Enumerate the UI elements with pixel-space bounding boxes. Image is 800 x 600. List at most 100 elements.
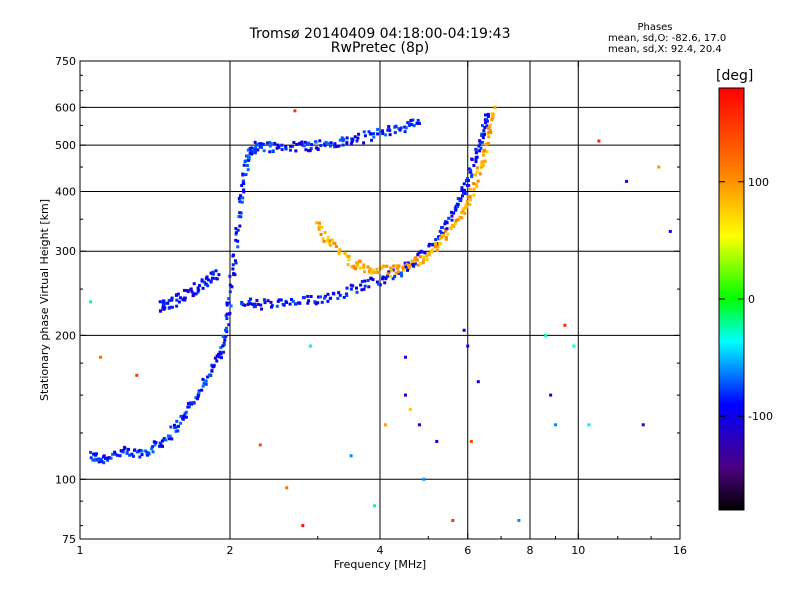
- data-point: [345, 286, 349, 290]
- data-point: [175, 419, 179, 423]
- data-point: [416, 253, 420, 257]
- data-point: [140, 453, 144, 457]
- data-point: [319, 295, 322, 299]
- data-point: [281, 302, 285, 306]
- data-point: [375, 280, 379, 284]
- data-point: [280, 148, 284, 152]
- data-point: [196, 394, 200, 398]
- data-point: [247, 158, 251, 162]
- data-point: [404, 126, 408, 130]
- data-point: [345, 294, 349, 298]
- data-point: [102, 454, 106, 458]
- data-point: [427, 244, 431, 248]
- data-point: [242, 190, 246, 194]
- data-point: [188, 401, 192, 405]
- data-point: [293, 109, 297, 113]
- data-point: [245, 163, 249, 167]
- data-point: [360, 288, 364, 292]
- data-point: [345, 136, 349, 140]
- data-point: [266, 141, 270, 145]
- data-point: [268, 150, 272, 154]
- data-point: [468, 168, 472, 172]
- data-point: [280, 143, 284, 147]
- data-point: [462, 328, 466, 332]
- data-point: [102, 461, 106, 465]
- data-point: [391, 277, 395, 281]
- data-point: [276, 143, 280, 147]
- data-point: [308, 344, 312, 348]
- data-point: [260, 307, 264, 311]
- data-point: [239, 194, 243, 198]
- data-point: [275, 146, 279, 150]
- data-point: [466, 195, 470, 199]
- data-point: [225, 326, 228, 330]
- data-point: [192, 400, 196, 404]
- data-point: [422, 477, 426, 481]
- data-point: [449, 225, 453, 229]
- data-point: [417, 250, 421, 254]
- data-point: [99, 355, 103, 359]
- data-point: [201, 377, 205, 381]
- data-point: [240, 200, 244, 204]
- data-point: [338, 293, 342, 297]
- data-point: [255, 298, 259, 302]
- data-point: [473, 173, 477, 177]
- data-point: [93, 453, 97, 457]
- data-point: [369, 138, 373, 142]
- data-point: [467, 178, 470, 182]
- data-point: [349, 141, 353, 145]
- data-point: [490, 115, 494, 119]
- data-point: [394, 125, 398, 129]
- colorbar-tick-label: 100: [748, 176, 769, 189]
- data-point: [441, 233, 445, 237]
- data-point: [485, 142, 489, 146]
- data-point: [236, 239, 240, 243]
- data-point: [475, 170, 479, 174]
- data-point: [454, 208, 458, 212]
- data-point: [178, 296, 182, 300]
- data-point: [587, 423, 591, 427]
- data-point: [295, 302, 299, 306]
- data-point: [172, 423, 176, 427]
- data-point: [162, 438, 166, 442]
- data-point: [189, 287, 193, 291]
- data-point: [301, 143, 305, 147]
- data-point: [323, 294, 327, 298]
- data-point: [211, 270, 215, 274]
- data-point: [310, 143, 314, 147]
- data-point: [128, 453, 132, 457]
- data-point: [253, 302, 257, 306]
- data-point: [367, 130, 371, 134]
- data-point: [475, 185, 479, 189]
- data-point: [106, 458, 110, 462]
- data-point: [372, 271, 376, 275]
- chart-title: Tromsø 20140409 04:18:00-04:19:43: [249, 26, 511, 42]
- data-point: [392, 264, 396, 268]
- data-point: [485, 124, 489, 128]
- data-point: [354, 267, 358, 271]
- data-point: [326, 141, 330, 145]
- data-point: [127, 447, 131, 451]
- data-point: [463, 211, 467, 215]
- data-point: [443, 229, 447, 233]
- data-point: [131, 454, 135, 458]
- data-point: [211, 276, 215, 280]
- data-point: [460, 216, 464, 220]
- data-point: [408, 122, 412, 126]
- x-tick-label: 8: [527, 544, 534, 557]
- data-point: [319, 232, 323, 236]
- data-point: [266, 299, 270, 303]
- data-point: [119, 449, 123, 453]
- data-point: [347, 254, 351, 258]
- data-point: [242, 163, 246, 167]
- data-point: [210, 369, 214, 373]
- data-point: [323, 230, 327, 234]
- data-point: [159, 309, 163, 313]
- data-point: [396, 270, 400, 274]
- data-point: [284, 145, 288, 149]
- data-point: [484, 113, 488, 117]
- data-point: [167, 437, 171, 441]
- data-point: [255, 143, 259, 147]
- colorbar-ticks: 100 0 -100: [719, 176, 773, 423]
- data-point: [184, 410, 188, 414]
